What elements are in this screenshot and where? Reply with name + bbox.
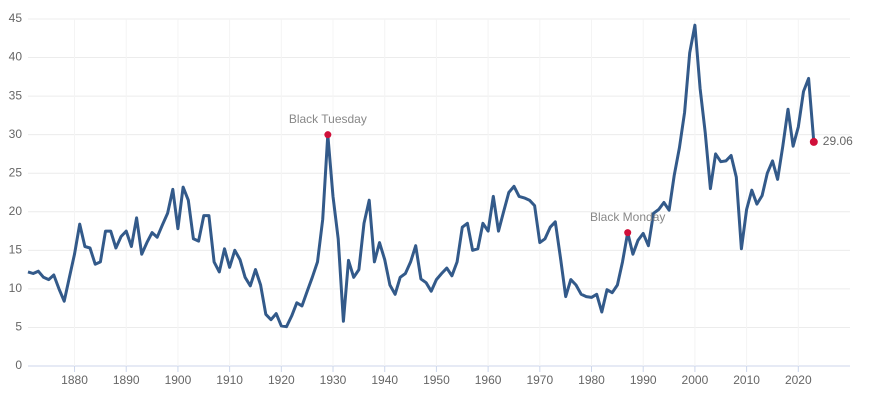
x-tick-label: 1910 [216,373,243,387]
annotation-label: Black Tuesday [289,112,367,126]
x-tick-label: 1960 [475,373,502,387]
x-tick-label: 1930 [320,373,347,387]
x-tick-label: 1890 [113,373,140,387]
y-tick-label: 10 [9,281,23,295]
x-tick-label: 1900 [165,373,192,387]
x-tick-label: 1950 [423,373,450,387]
annotation-marker [624,229,632,237]
y-tick-label: 20 [9,204,23,218]
end-marker [809,137,818,146]
y-tick-label: 0 [15,358,22,372]
y-tick-label: 25 [9,165,23,179]
x-tick-label: 2000 [682,373,709,387]
x-tick-label: 1940 [371,373,398,387]
end-value-label: 29.06 [823,134,853,148]
x-tick-label: 1970 [526,373,553,387]
x-tick-label: 1880 [61,373,88,387]
y-tick-label: 45 [9,11,23,25]
x-tick-label: 1980 [578,373,605,387]
annotation-marker [324,131,332,139]
y-tick-label: 35 [9,88,23,102]
y-tick-label: 40 [9,50,23,64]
x-tick-label: 1990 [630,373,657,387]
y-tick-label: 15 [9,243,23,257]
x-tick-label: 1920 [268,373,295,387]
y-tick-label: 5 [15,320,22,334]
x-tick-label: 2020 [785,373,812,387]
annotation-label: Black Monday [590,210,665,224]
line [27,23,816,329]
x-tick-label: 2010 [733,373,760,387]
y-tick-label: 30 [9,127,23,141]
